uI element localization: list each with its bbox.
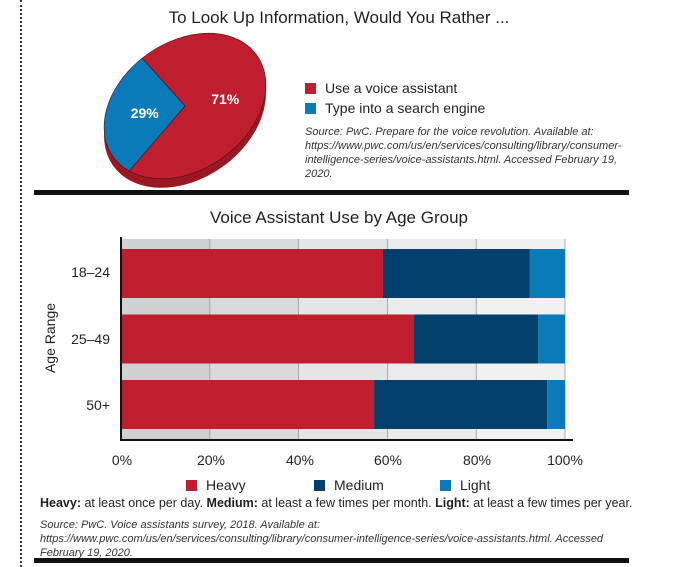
bar-plot (120, 237, 573, 441)
x-tick-label: 100% (547, 452, 583, 468)
bar-heavy (121, 380, 375, 429)
legend-item-heavy: Heavy (186, 477, 246, 493)
y-tick-label: 18–24 (71, 264, 110, 280)
definition: at least once per day. (81, 496, 207, 510)
x-tick-label: 80% (462, 452, 492, 468)
pie-chart: 71% 29% (103, 32, 267, 188)
legend-label: Light (460, 477, 491, 493)
legend-item-search: Type into a search engine (305, 100, 485, 116)
legend-item-voice: Use a voice assistant (305, 80, 457, 96)
bar-light (547, 380, 565, 429)
term: Medium: (206, 496, 258, 510)
pie-slice-label: 71% (211, 91, 240, 107)
bar-medium (374, 380, 548, 429)
legend-swatch (440, 479, 451, 491)
definition: at least a few times per month. (257, 496, 436, 510)
x-tick-label: 40% (285, 452, 315, 468)
bar-source: Source: PwC. Voice assistants survey, 20… (40, 519, 604, 559)
x-tick-label: 60% (373, 452, 403, 468)
pie-slice (128, 32, 267, 180)
x-tick-label: 20% (196, 452, 226, 468)
legend-item-light: Light (440, 477, 490, 493)
divider (34, 558, 629, 563)
legend-label: Medium (334, 477, 384, 493)
legend-swatch (305, 102, 316, 114)
bar-chart-title: Voice Assistant Use by Age Group (210, 208, 468, 227)
legend-item-medium: Medium (314, 477, 384, 493)
x-tick-label: 0% (111, 452, 133, 468)
bar-medium (414, 314, 539, 364)
pie-chart-title: To Look Up Information, Would You Rather… (168, 8, 510, 27)
dotted-border (20, 0, 22, 567)
bar-light (538, 314, 565, 364)
term: Heavy: (40, 496, 81, 510)
term: Light: (435, 496, 470, 510)
legend-swatch (305, 82, 316, 94)
bar-light (529, 249, 565, 298)
pie-slice (103, 57, 186, 172)
bar-medium (382, 249, 530, 298)
legend-label: Use a voice assistant (325, 80, 458, 96)
legend-label: Heavy (206, 477, 246, 493)
usage-definitions: Heavy: at least once per day. Medium: at… (40, 496, 632, 510)
y-axis-title: Age Range (42, 302, 58, 374)
legend-swatch (314, 479, 325, 491)
bar-heavy (121, 314, 415, 364)
pie-slice-label: 29% (131, 105, 160, 121)
definition: at least a few times per year. (469, 496, 633, 510)
pie-source: Source: PwC. Prepare for the voice revol… (305, 126, 622, 180)
divider (34, 190, 629, 195)
bar-heavy (121, 249, 383, 298)
legend-label: Type into a search engine (325, 100, 486, 116)
y-tick-label: 50+ (86, 397, 110, 413)
legend-swatch (186, 479, 197, 491)
y-tick-label: 25–49 (71, 331, 110, 347)
